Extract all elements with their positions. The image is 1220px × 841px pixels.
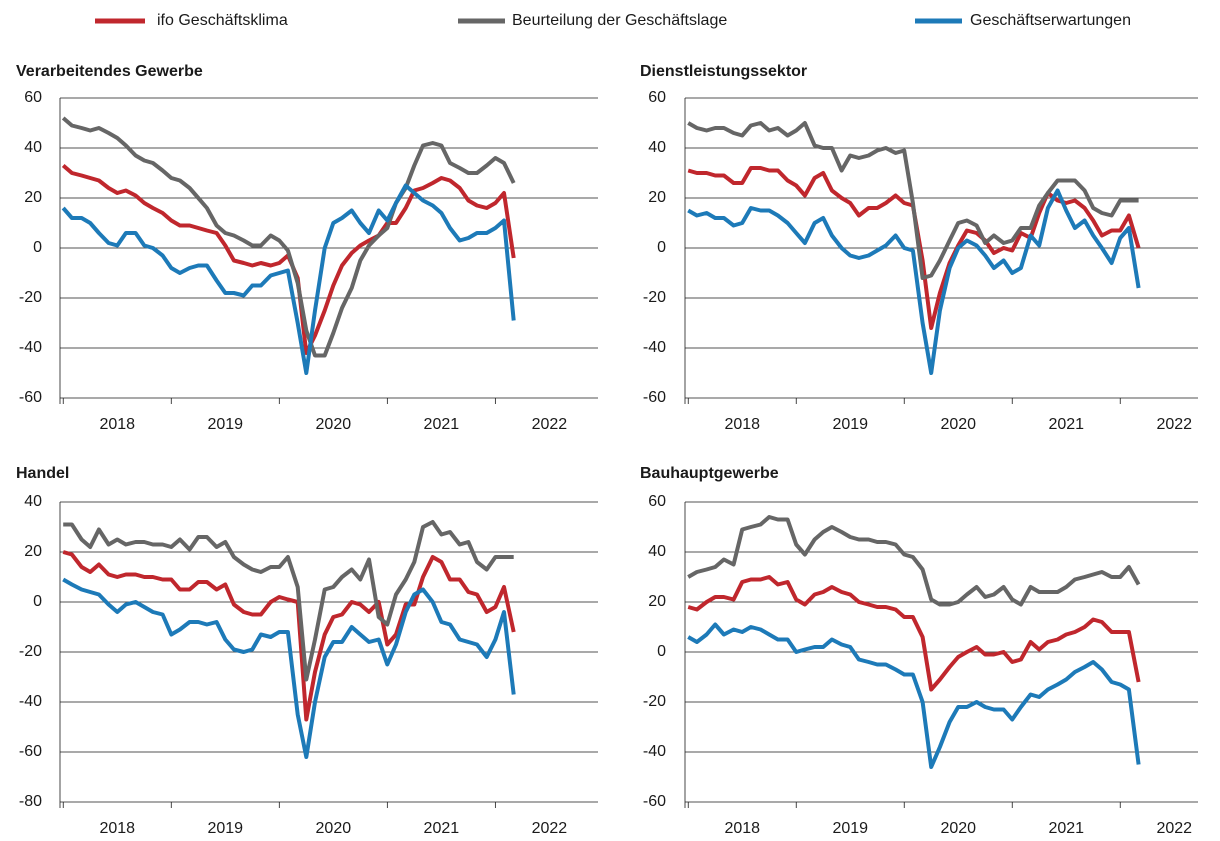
series-line: [61, 116, 516, 358]
y-tick-label: -60: [19, 389, 42, 406]
y-tick-label: 0: [657, 239, 666, 256]
x-tick-label: 2020: [316, 416, 352, 433]
y-tick-label: 60: [648, 89, 666, 106]
series-line: [687, 121, 1139, 280]
x-tick-label: 2022: [532, 820, 568, 837]
panel-title: Handel: [16, 465, 69, 482]
x-tick-label: 2019: [207, 820, 243, 837]
y-tick-label: -20: [19, 289, 42, 306]
y-tick-label: -40: [643, 339, 666, 356]
x-tick-label: 2022: [1156, 820, 1192, 837]
y-tick-label: 40: [24, 493, 42, 510]
y-tick-label: 40: [648, 139, 666, 156]
x-tick-label: 2020: [940, 416, 976, 433]
y-tick-label: 20: [24, 189, 42, 206]
y-tick-label: 0: [33, 239, 42, 256]
x-tick-label: 2021: [1048, 416, 1084, 433]
x-tick-label: 2019: [207, 416, 243, 433]
y-tick-label: 60: [24, 89, 42, 106]
y-tick-label: 60: [648, 493, 666, 510]
y-tick-label: -20: [643, 693, 666, 710]
x-tick-label: 2018: [724, 416, 760, 433]
legend-label: ifo Geschäftsklima: [157, 12, 288, 29]
series-line: [687, 622, 1141, 769]
x-tick-label: 2019: [832, 820, 868, 837]
series-line: [687, 515, 1141, 607]
series-line: [61, 183, 516, 375]
x-tick-label: 2020: [316, 820, 352, 837]
x-tick-label: 2021: [1048, 820, 1084, 837]
y-tick-label: 0: [33, 593, 42, 610]
series-line: [62, 577, 516, 759]
series-line: [687, 575, 1141, 692]
panel-title: Verarbeitendes Gewerbe: [16, 63, 203, 80]
y-tick-label: -40: [19, 339, 42, 356]
x-tick-label: 2018: [724, 820, 760, 837]
y-tick-label: -60: [19, 743, 42, 760]
panel-title: Bauhauptgewerbe: [640, 465, 779, 482]
x-tick-label: 2018: [99, 416, 135, 433]
y-tick-label: -80: [19, 793, 42, 810]
y-tick-label: -40: [643, 743, 666, 760]
x-tick-label: 2021: [424, 416, 460, 433]
y-tick-label: 20: [24, 543, 42, 560]
y-tick-label: -60: [643, 389, 666, 406]
series-line: [63, 520, 514, 682]
y-tick-label: 40: [24, 139, 42, 156]
series-line: [687, 188, 1141, 375]
y-tick-label: -60: [643, 793, 666, 810]
y-tick-label: 20: [648, 189, 666, 206]
y-tick-label: 0: [657, 643, 666, 660]
series-line: [62, 550, 516, 722]
y-tick-label: -20: [643, 289, 666, 306]
y-tick-label: -20: [19, 643, 42, 660]
x-tick-label: 2020: [940, 820, 976, 837]
x-tick-label: 2021: [424, 820, 460, 837]
x-tick-label: 2019: [832, 416, 868, 433]
x-tick-label: 2022: [1156, 416, 1192, 433]
legend-label: Geschäftserwartungen: [970, 12, 1131, 29]
y-tick-label: 20: [648, 593, 666, 610]
x-tick-label: 2018: [99, 820, 135, 837]
y-tick-label: -40: [19, 693, 42, 710]
y-tick-label: 40: [648, 543, 666, 560]
panel-title: Dienstleistungssektor: [640, 63, 807, 80]
x-tick-label: 2022: [532, 416, 568, 433]
legend-label: Beurteilung der Geschäftslage: [512, 12, 727, 29]
